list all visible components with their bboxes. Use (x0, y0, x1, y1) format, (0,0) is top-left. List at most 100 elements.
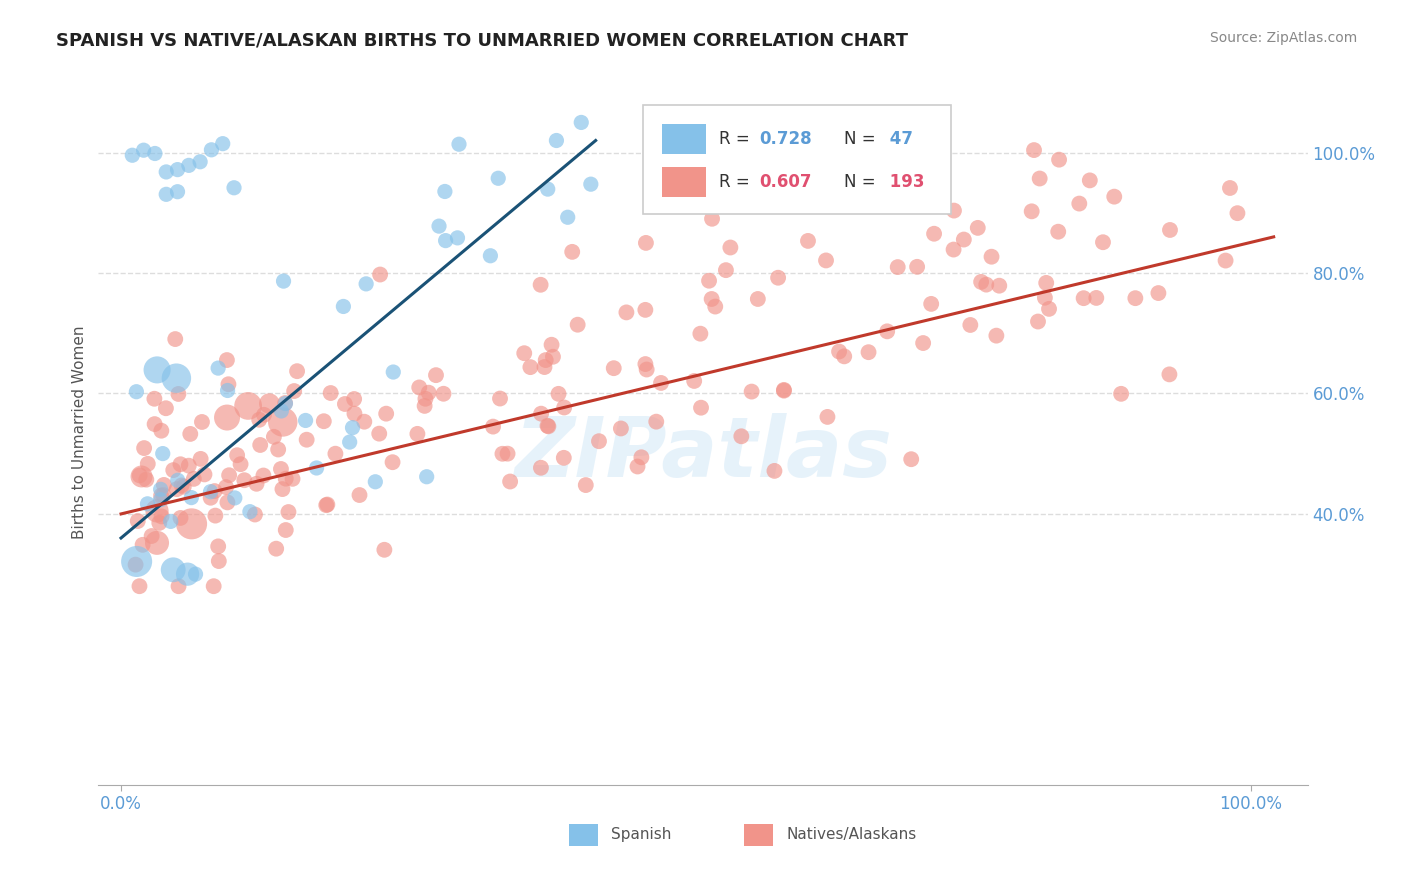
Point (814, 253, 837, 268)
Point (763, 464, 786, 478)
Point (349, 488, 371, 502)
Point (204, 484, 226, 499)
Point (141, 529, 163, 543)
Point (169, 457, 191, 471)
Point (353, 415, 375, 429)
Point (723, 192, 745, 206)
Point (650, 376, 672, 390)
Point (630, 450, 652, 465)
Text: 193: 193 (883, 173, 924, 191)
Text: N =: N = (844, 173, 880, 191)
Point (200, 491, 222, 505)
Text: R =: R = (718, 130, 755, 148)
Point (486, 171, 509, 186)
Point (858, 345, 880, 359)
Point (150, 489, 173, 503)
Point (283, 384, 305, 398)
Point (730, 429, 752, 443)
Point (264, 541, 287, 556)
Text: ZIPatlas: ZIPatlas (515, 413, 891, 494)
Point (368, 426, 391, 441)
Point (180, 491, 202, 505)
Point (496, 447, 519, 461)
Point (162, 563, 184, 577)
Point (316, 498, 339, 512)
Point (1021, 204, 1043, 219)
Point (697, 274, 720, 288)
Point (537, 182, 560, 196)
Point (406, 426, 429, 441)
Point (797, 234, 820, 248)
Point (217, 377, 239, 392)
Point (136, 457, 159, 471)
Point (332, 300, 354, 314)
Point (166, 162, 188, 177)
Point (513, 346, 536, 360)
Point (489, 392, 512, 406)
Point (215, 353, 238, 368)
Point (274, 523, 297, 537)
Text: SPANISH VS NATIVE/ALASKAN BIRTHS TO UNMARRIED WOMEN CORRELATION CHART: SPANISH VS NATIVE/ALASKAN BIRTHS TO UNMA… (56, 31, 908, 49)
Point (150, 424, 173, 438)
Text: Source: ZipAtlas.com: Source: ZipAtlas.com (1209, 31, 1357, 45)
Point (546, 134, 568, 148)
Point (381, 455, 404, 469)
Point (1073, 291, 1095, 305)
Point (152, 488, 174, 502)
Text: Spanish: Spanish (612, 827, 672, 842)
Point (741, 384, 763, 399)
Y-axis label: Births to Unmarried Women: Births to Unmarried Women (72, 326, 87, 540)
FancyBboxPatch shape (662, 124, 706, 154)
Text: R =: R = (718, 173, 755, 191)
Point (876, 324, 898, 338)
Point (986, 328, 1008, 343)
Point (382, 365, 405, 379)
Point (603, 361, 626, 376)
Point (146, 504, 169, 518)
Point (259, 396, 281, 410)
Point (434, 234, 457, 248)
Point (125, 554, 148, 568)
Point (415, 469, 437, 483)
Point (832, 349, 855, 363)
Point (315, 498, 337, 512)
Point (446, 231, 468, 245)
Point (155, 401, 177, 416)
Point (922, 227, 945, 241)
Point (295, 433, 318, 447)
Point (368, 268, 391, 282)
Point (207, 361, 229, 376)
Point (683, 374, 706, 388)
Point (900, 452, 922, 467)
Point (312, 414, 335, 428)
Point (418, 385, 440, 400)
Point (536, 418, 558, 433)
Point (131, 469, 153, 483)
Point (226, 448, 249, 462)
Point (342, 420, 364, 434)
Point (1159, 368, 1181, 382)
Point (1047, 153, 1070, 167)
Point (271, 482, 294, 496)
Point (1033, 291, 1056, 305)
Point (166, 185, 188, 199)
FancyBboxPatch shape (569, 824, 598, 846)
Point (1102, 189, 1125, 203)
Point (534, 353, 557, 368)
Point (626, 459, 648, 474)
Point (645, 415, 668, 429)
Point (579, 177, 602, 191)
Point (1109, 387, 1132, 401)
Point (177, 458, 200, 473)
Point (134, 441, 156, 455)
Point (690, 401, 713, 415)
Point (270, 462, 292, 476)
Point (530, 277, 553, 292)
Point (610, 421, 633, 435)
Point (942, 243, 965, 257)
Point (127, 514, 149, 528)
Point (700, 211, 723, 226)
Point (215, 410, 238, 425)
Point (143, 146, 166, 161)
Point (920, 297, 942, 311)
